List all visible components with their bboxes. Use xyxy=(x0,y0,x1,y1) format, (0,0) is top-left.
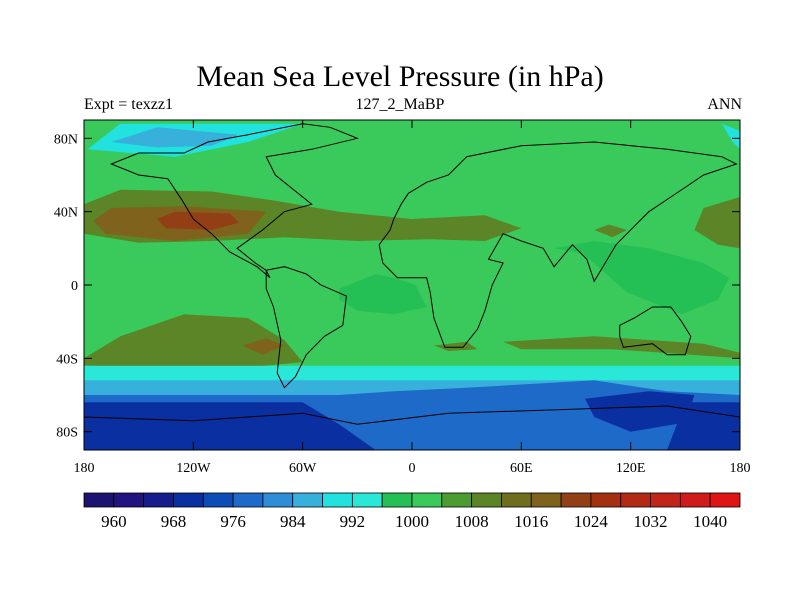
field-equatorial-low xyxy=(339,274,427,315)
field-south-high-core xyxy=(242,338,285,355)
colorbar-swatch xyxy=(381,492,413,508)
colorbar-swatch xyxy=(83,492,115,508)
colorbar-swatch xyxy=(709,492,741,508)
y-tick-label: 40N xyxy=(54,206,78,221)
continent-outline-4 xyxy=(619,306,692,356)
colorbar-label: 976 xyxy=(220,512,246,531)
colorbar-label: 1032 xyxy=(634,512,668,531)
colorbar-swatch xyxy=(501,492,532,508)
field-southern-core-west xyxy=(84,402,376,450)
colorbar-swatch xyxy=(530,492,562,508)
field-arctic-low-east xyxy=(721,123,740,150)
colorbar-swatch xyxy=(113,492,145,508)
x-tick-label: 120W xyxy=(176,461,211,476)
y-tick-label: 0 xyxy=(71,279,78,294)
colorbar-swatch xyxy=(650,492,681,508)
field-north-band-east xyxy=(594,224,627,238)
colorbar-label: 1008 xyxy=(455,512,489,531)
experiment-label: Expt = texzz1 xyxy=(84,96,173,113)
field-asia-low xyxy=(554,241,730,315)
colorbar-swatch xyxy=(411,492,443,508)
colorbar-label: 1016 xyxy=(514,512,548,531)
y-tick-label: 40S xyxy=(56,352,78,367)
colorbar-swatch xyxy=(262,492,294,508)
colorbar-swatch xyxy=(292,492,323,508)
field-north-high-core xyxy=(156,211,239,230)
colorbar-swatch xyxy=(173,492,204,508)
period-label: 127_2_MaBP xyxy=(355,96,445,113)
colorbar-label: 1000 xyxy=(395,512,429,531)
colorbar-label: 992 xyxy=(340,512,366,531)
colorbar-swatch xyxy=(560,492,592,508)
y-tick-label: 80N xyxy=(54,132,78,147)
chart-title: Mean Sea Level Pressure (in hPa) xyxy=(196,60,604,93)
field-south-band-1 xyxy=(503,336,740,359)
colorbar-swatch xyxy=(620,492,651,508)
continent-outline-2 xyxy=(265,266,347,389)
continent-outline-3 xyxy=(378,141,738,348)
pressure-fields xyxy=(84,120,740,450)
colorbar-label: 984 xyxy=(280,512,306,531)
colorbar-swatch xyxy=(322,492,353,508)
x-tick-label: 180 xyxy=(730,461,751,476)
colorbar-label: 968 xyxy=(161,512,187,531)
x-tick-label: 120E xyxy=(616,461,646,476)
colorbar-label: 1024 xyxy=(574,512,609,531)
colorbar-swatch xyxy=(471,492,502,508)
colorbar: 960 968 976 984 992 1000 1008 1016 1024 1032 1040 xyxy=(83,492,741,531)
axis-ticks: 180 120W 60W 0 60E 120E 180 80N 40N 0 40S 80S xyxy=(54,120,751,476)
continent-outline-1 xyxy=(109,123,359,279)
field-south-band-2 xyxy=(433,341,478,351)
colorbar-swatch xyxy=(679,492,711,508)
x-tick-label: 60W xyxy=(289,461,317,476)
colorbar-swatch xyxy=(351,492,383,508)
colorbar-label: 960 xyxy=(101,512,127,531)
field-pacific-east-high xyxy=(694,197,740,249)
colorbar-swatch xyxy=(232,492,264,508)
season-label: ANN xyxy=(707,96,742,113)
x-tick-label: 180 xyxy=(74,461,95,476)
x-tick-label: 60E xyxy=(510,461,533,476)
colorbar-swatch xyxy=(590,492,622,508)
field-south-high xyxy=(84,314,303,370)
colorbar-swatch xyxy=(143,492,174,508)
colorbar-label: 1040 xyxy=(693,512,727,531)
field-southern-core-east xyxy=(585,391,695,432)
colorbar-swatch xyxy=(202,492,234,508)
y-tick-label: 80S xyxy=(56,426,78,441)
x-tick-label: 0 xyxy=(409,461,416,476)
colorbar-swatch xyxy=(441,492,473,508)
